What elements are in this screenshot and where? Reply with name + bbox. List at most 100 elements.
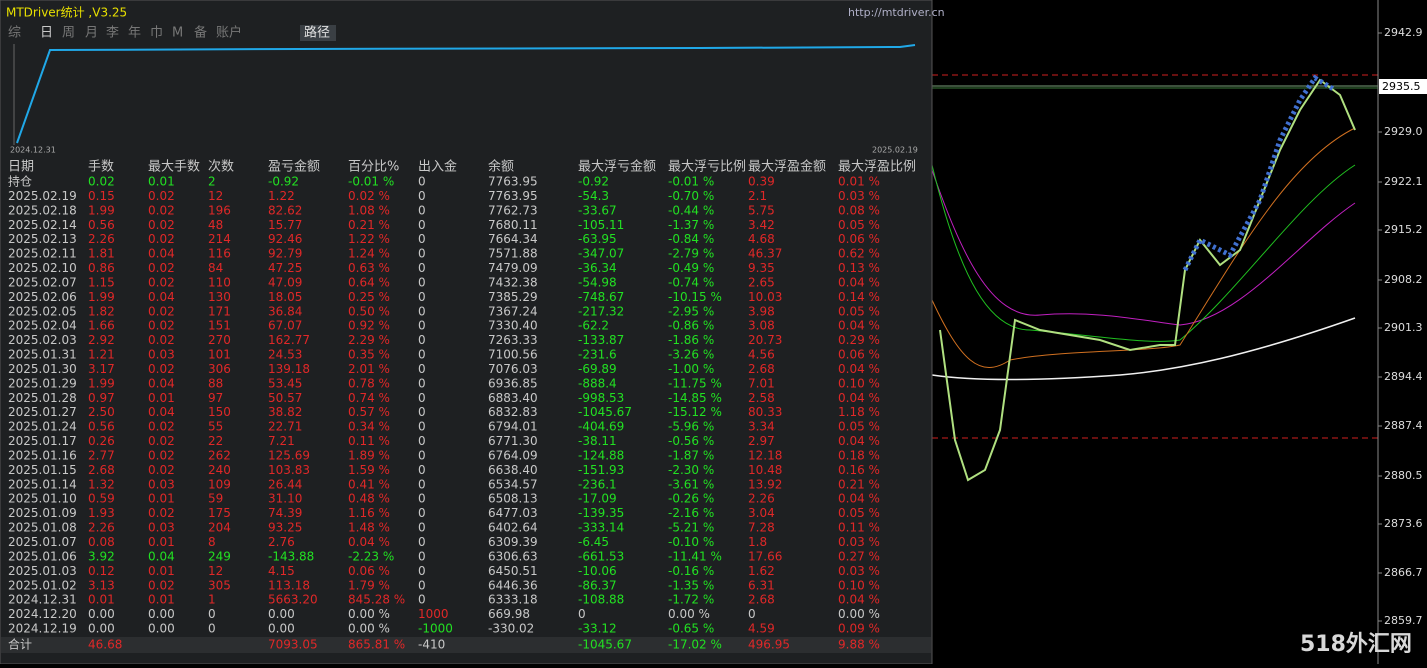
cell: 0 (418, 492, 426, 506)
cell: 2.26 (88, 521, 115, 535)
cell: 0.02 (148, 232, 175, 246)
cell: 0 (418, 275, 426, 289)
tab[interactable]: 周 (62, 26, 75, 41)
cell: 0 (418, 175, 426, 189)
tab[interactable]: 备 (194, 25, 207, 41)
cell: 7.21 (268, 434, 295, 448)
tab[interactable]: 日 (40, 26, 53, 41)
cell: -217.32 (578, 304, 624, 318)
row-date: 2025.02.18 (8, 203, 77, 217)
cell: 0 (418, 348, 426, 362)
cell: 669.98 (488, 607, 530, 621)
cell: 38.82 (268, 405, 302, 419)
cell: 50.57 (268, 391, 302, 405)
cell: 31.10 (268, 492, 302, 506)
tab[interactable]: 账户 (216, 25, 242, 41)
cell: 2 (208, 175, 216, 189)
cell: 47.25 (268, 261, 302, 275)
cell: 0.06 % (838, 232, 880, 246)
tab[interactable]: 李 (106, 26, 119, 41)
cell: 6534.57 (488, 477, 538, 491)
cell: 10.48 (748, 463, 782, 477)
cell: 10.03 (748, 290, 782, 304)
cell: 0.50 % (348, 304, 390, 318)
column-header: 最大浮亏比例 (668, 160, 746, 175)
cell: 0.04 % (838, 492, 880, 506)
balance-curve (16, 44, 916, 144)
cell: 6883.40 (488, 391, 538, 405)
cell: 2.50 (88, 405, 115, 419)
row-date: 合计 (8, 637, 32, 652)
cell: -0.65 % (668, 622, 714, 636)
cell: 0.04 % (348, 535, 390, 549)
tab[interactable]: 月 (85, 26, 98, 41)
tab[interactable]: 巾 (150, 26, 163, 41)
cell: 0.02 (148, 218, 175, 232)
cell: 1.99 (88, 290, 115, 304)
cell: 110 (208, 275, 231, 289)
cell: 0 (748, 607, 756, 621)
cell: 0.04 % (838, 391, 880, 405)
cell: 125.69 (268, 448, 310, 462)
cell: -0.56 % (668, 434, 714, 448)
cell: 74.39 (268, 506, 302, 520)
column-header: 最大手数 (148, 160, 200, 175)
tab[interactable]: 路径 (304, 25, 330, 41)
cell: 7664.34 (488, 232, 538, 246)
row-date: 2024.12.20 (8, 607, 77, 621)
tab[interactable]: M (172, 26, 183, 41)
cell: 1.22 (268, 189, 295, 203)
cell: 0 (208, 622, 216, 636)
cell: 0.03 % (838, 189, 880, 203)
cell: 1 (208, 593, 216, 607)
cell: -1.37 % (668, 218, 714, 232)
cell: 0.86 (88, 261, 115, 275)
cell: 0.05 % (838, 218, 880, 232)
cell: 0.18 % (838, 448, 880, 462)
cell: 7763.95 (488, 175, 538, 189)
row-date: 2025.01.28 (8, 391, 77, 405)
cell: 6832.83 (488, 405, 538, 419)
cell: 3.04 (748, 506, 775, 520)
cell: 0 (418, 506, 426, 520)
cell: -124.88 (578, 448, 624, 462)
cell: 0.01 (88, 593, 115, 607)
price-label: 2873.6 (1384, 517, 1423, 530)
cell: 7.01 (748, 376, 775, 390)
cell: -2.23 % (348, 549, 394, 563)
row-date: 2025.01.24 (8, 420, 77, 434)
cell: 6446.36 (488, 578, 538, 592)
price-label: 2887.4 (1384, 419, 1423, 432)
row-date: 2025.01.02 (8, 578, 77, 592)
cell: -1.72 % (668, 593, 714, 607)
price-axis (1378, 0, 1427, 664)
tab[interactable]: 综 (8, 26, 21, 41)
cell: 0.04 (148, 549, 175, 563)
tab[interactable]: 年 (128, 26, 141, 41)
cell: 2.92 (88, 333, 115, 347)
cell: 0.02 (148, 578, 175, 592)
cell: 7762.73 (488, 203, 538, 217)
cell: 0.15 (88, 189, 115, 203)
row-date: 2025.01.03 (8, 564, 77, 578)
column-header: 余额 (488, 159, 514, 175)
cell: 6638.40 (488, 463, 538, 477)
cell: 48 (208, 218, 223, 232)
cell: 0.08 % (838, 203, 880, 217)
cell: -1.35 % (668, 578, 714, 592)
cell: 204 (208, 521, 231, 535)
cell: 0 (418, 463, 426, 477)
cell: 0.03 (148, 477, 175, 491)
cell: 3.92 (88, 549, 115, 563)
cell: 13.92 (748, 477, 782, 491)
cell: 262 (208, 448, 231, 462)
cell: 0 (418, 319, 426, 333)
cell: 3.13 (88, 578, 115, 592)
cell: 7.28 (748, 521, 775, 535)
cell: -0.01 % (668, 175, 714, 189)
cell: 55 (208, 420, 223, 434)
price-label: 2894.4 (1384, 370, 1423, 383)
cell: 0.01 (148, 535, 175, 549)
cell: 12 (208, 564, 223, 578)
row-date: 2025.02.05 (8, 304, 77, 318)
